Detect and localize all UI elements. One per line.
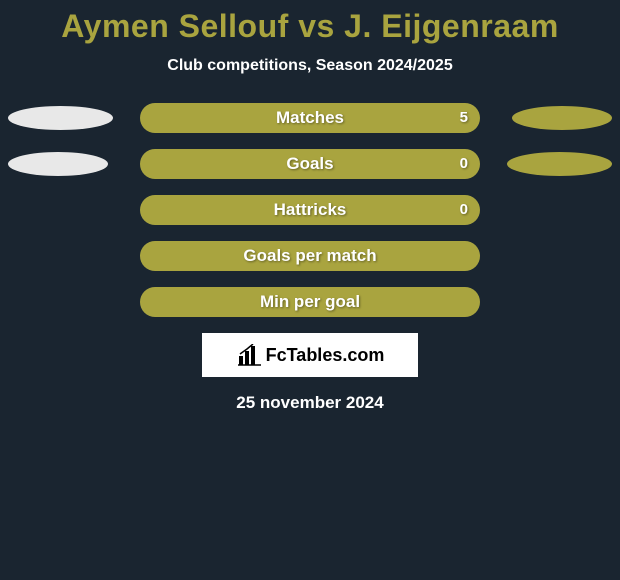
stat-bar: Matches5 [140,103,480,133]
bars-icon [236,344,262,366]
stat-label: Matches [140,103,480,133]
stat-row: Goals per match [0,241,620,271]
logo-box: FcTables.com [202,333,418,377]
stat-bar: Hattricks0 [140,195,480,225]
stat-label: Goals [140,149,480,179]
stat-row: Goals0 [0,149,620,179]
page-title: Aymen Sellouf vs J. Eijgenraam [0,8,620,45]
stat-bar: Goals per match [140,241,480,271]
stat-value-right: 5 [460,103,468,133]
stat-label: Goals per match [140,241,480,271]
player-left-marker [8,106,113,130]
stat-bar: Min per goal [140,287,480,317]
stat-label: Hattricks [140,195,480,225]
stat-row: Hattricks0 [0,195,620,225]
stat-value-right: 0 [460,149,468,179]
stat-row: Min per goal [0,287,620,317]
stat-label: Min per goal [140,287,480,317]
stat-bar: Goals0 [140,149,480,179]
stat-value-right: 0 [460,195,468,225]
player-left-marker [8,152,108,176]
stats-rows: Matches5Goals0Hattricks0Goals per matchM… [0,103,620,317]
comparison-widget: Aymen Sellouf vs J. Eijgenraam Club comp… [0,0,620,413]
date-line: 25 november 2024 [0,393,620,413]
subtitle: Club competitions, Season 2024/2025 [0,57,620,75]
stat-row: Matches5 [0,103,620,133]
logo: FcTables.com [236,344,385,366]
player-right-marker [512,106,612,130]
player-right-marker [507,152,612,176]
logo-text: FcTables.com [266,345,385,366]
